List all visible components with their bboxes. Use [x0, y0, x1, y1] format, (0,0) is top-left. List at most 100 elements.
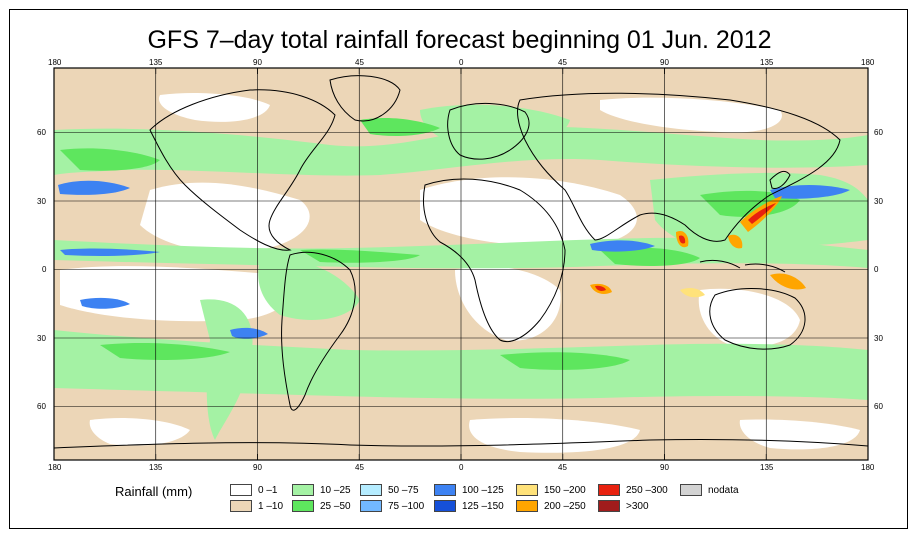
legend-swatch [292, 500, 314, 512]
coastline-north-america [149, 89, 336, 251]
lat-label-right: 60 [874, 402, 883, 411]
coastline-south-america [281, 251, 356, 411]
legend-label: 10 –25 [320, 485, 351, 496]
legend-swatch [516, 500, 538, 512]
legend-label: 200 –250 [544, 501, 586, 512]
lat-label-left: 60 [37, 128, 46, 137]
lon-label-bottom: 45 [558, 463, 567, 472]
legend-swatch [360, 484, 382, 496]
rain-core [748, 203, 776, 224]
lat-label-right: 0 [874, 265, 879, 274]
rain-streak [770, 185, 850, 199]
dry-region [89, 418, 190, 446]
legend-swatch [360, 500, 382, 512]
rain-patch [360, 117, 440, 136]
lon-label-bottom: 135 [760, 463, 774, 472]
legend-label: 150 –200 [544, 485, 586, 496]
rain-core [595, 285, 606, 291]
dry-region [455, 266, 561, 341]
legend-title: Rainfall (mm) [115, 484, 193, 499]
legend-swatch [516, 484, 538, 496]
legend-label: 100 –125 [462, 485, 504, 496]
coastline-greenland [329, 75, 401, 122]
legend-label: 75 –100 [388, 501, 425, 512]
lon-label-top: 90 [660, 58, 669, 67]
dry-region [739, 419, 860, 450]
legend-swatch [680, 484, 702, 496]
rain-core [679, 235, 686, 244]
rain-core [770, 273, 806, 290]
legend-label: 25 –50 [320, 501, 351, 512]
coastline-japan [769, 170, 791, 189]
lat-label-right: 30 [874, 197, 883, 206]
dry-region [469, 418, 640, 453]
rain-core [680, 287, 705, 298]
coastline-asia [517, 92, 841, 242]
lon-label-top: 180 [861, 58, 875, 67]
rain-patch [100, 342, 230, 360]
lon-label-bottom: 90 [253, 463, 262, 472]
graticule [54, 68, 868, 460]
lon-label-bottom: 180 [48, 463, 62, 472]
coastline-antarctica [54, 438, 868, 449]
legend-label: 125 –150 [462, 501, 504, 512]
lat-label-left: 0 [42, 265, 47, 274]
lon-label-bottom: 0 [459, 463, 464, 472]
lat-label-right: 30 [874, 334, 883, 343]
map-title: GFS 7–day total rainfall forecast beginn… [147, 26, 772, 54]
heavy-rain-patches [60, 117, 800, 370]
lon-label-top: 90 [253, 58, 262, 67]
coastline-europe [447, 102, 530, 160]
legend-swatch [598, 500, 620, 512]
lat-label-right: 60 [874, 128, 883, 137]
legend-label: 0 –1 [258, 485, 278, 496]
legend-label: >300 [626, 501, 649, 512]
lon-label-bottom: 180 [861, 463, 875, 472]
legend-swatch [292, 484, 314, 496]
extreme-rain-cores [590, 196, 806, 298]
rain-streak [80, 297, 130, 309]
legend-swatch [598, 484, 620, 496]
rain-streak [58, 180, 130, 195]
legend-swatch [434, 484, 456, 496]
rain-core [728, 234, 743, 249]
legend-swatch [230, 500, 252, 512]
legend-swatch [434, 500, 456, 512]
lon-label-top: 0 [459, 58, 464, 67]
dry-region [159, 93, 270, 122]
dry-region [60, 266, 290, 322]
rain-streak [590, 240, 655, 252]
rain-band [258, 259, 360, 320]
dry-region [140, 182, 310, 253]
coastline-africa [422, 178, 566, 343]
rain-patch [500, 352, 630, 370]
lon-label-bottom: 45 [355, 463, 364, 472]
coastlines [54, 75, 868, 449]
intense-rain-streaks [58, 180, 850, 339]
legend-label: 250 –300 [626, 485, 668, 496]
rain-band [420, 104, 570, 149]
rain-patch [300, 249, 420, 263]
dry-region [600, 97, 782, 133]
rain-streak [60, 248, 160, 256]
lat-label-left: 30 [37, 197, 46, 206]
rain-patch [60, 148, 160, 171]
lon-label-bottom: 135 [149, 463, 163, 472]
coastline-australia [709, 288, 806, 350]
lat-label-left: 30 [37, 334, 46, 343]
border-ticks [53, 68, 767, 460]
lat-label-left: 60 [37, 402, 46, 411]
lon-label-top: 45 [355, 58, 364, 67]
rain-patch [600, 247, 700, 266]
legend-swatch [230, 484, 252, 496]
dry-region [698, 288, 800, 347]
coastline-indonesia [699, 259, 786, 273]
lon-label-top: 135 [149, 58, 163, 67]
rain-streak [230, 327, 268, 339]
lon-label-top: 45 [558, 58, 567, 67]
lon-label-top: 180 [48, 58, 62, 67]
dry-region [420, 177, 637, 247]
lon-label-bottom: 90 [660, 463, 669, 472]
legend-label: 50 –75 [388, 485, 419, 496]
